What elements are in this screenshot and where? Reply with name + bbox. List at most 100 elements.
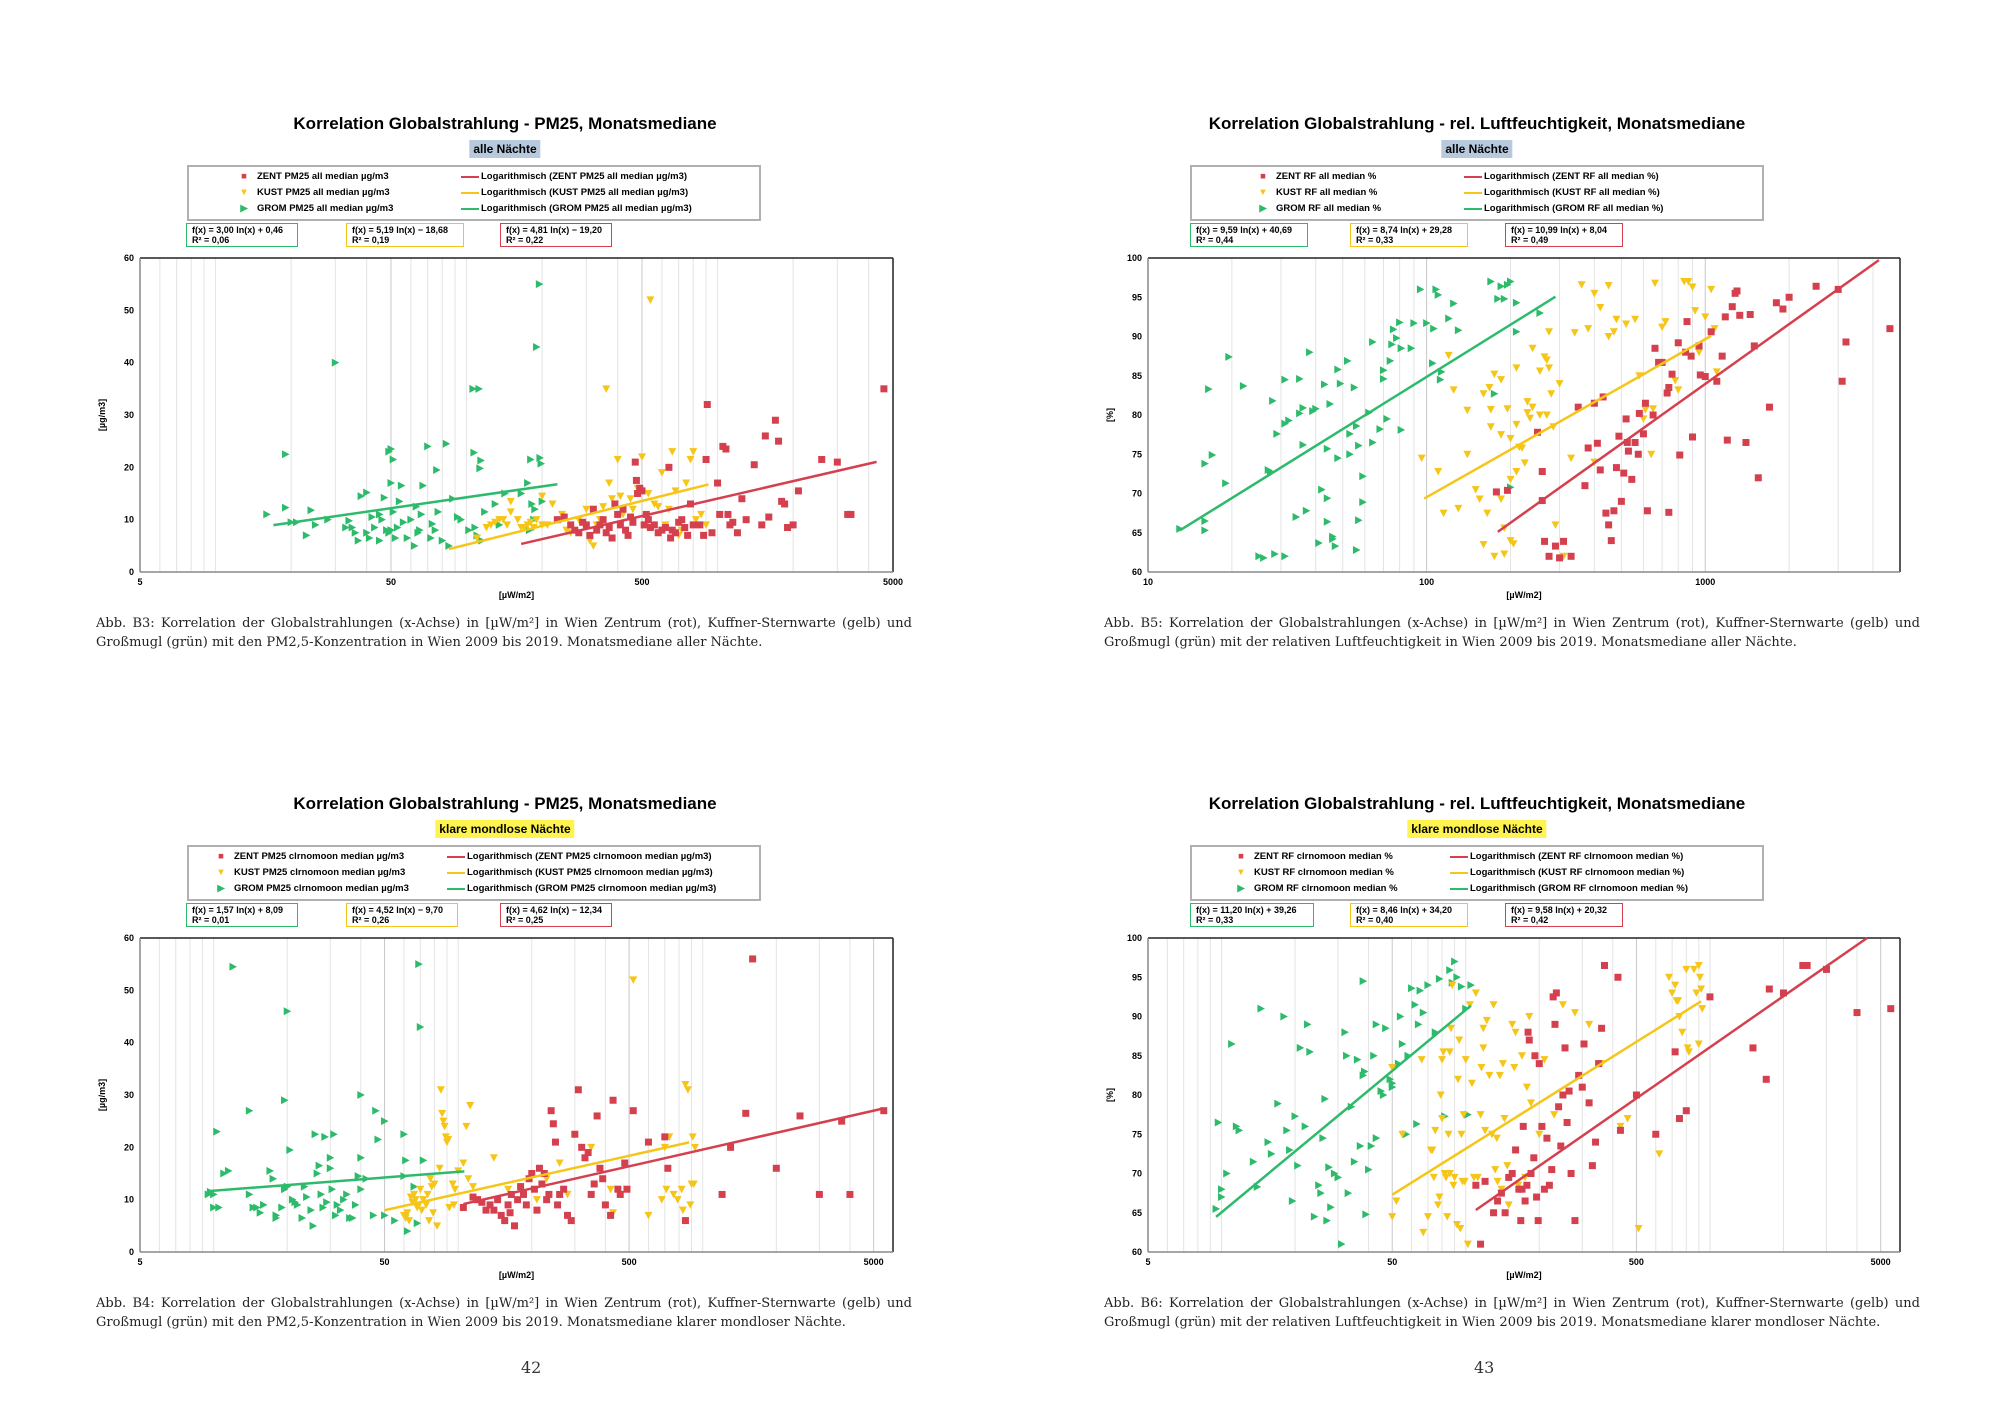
data-point-square xyxy=(1655,358,1663,366)
data-point-triangle-down xyxy=(542,1175,551,1183)
chart-title: Korrelation Globalstrahlung - rel. Luftf… xyxy=(1208,794,1746,813)
data-point-square xyxy=(1641,399,1649,407)
chart-legend: ■ ZENT PM25 all median µg/m3 ▼ KUST PM25 a… xyxy=(187,165,761,221)
equation-box-zent: f(x) = 4,62 ln(x) − 12,34 R² = 0,25 xyxy=(500,903,612,927)
data-point-triangle-down xyxy=(433,1222,442,1230)
data-point-triangle-down xyxy=(678,1206,687,1215)
legend-item-zent: ■ ZENT PM25 all median µg/m3 xyxy=(237,171,389,182)
data-point-triangle-down xyxy=(1596,303,1605,312)
data-point-triangle-down xyxy=(1444,351,1453,360)
data-point-triangle-down xyxy=(1436,1091,1445,1099)
data-point-triangle-right xyxy=(1214,1118,1223,1127)
data-point-triangle-right xyxy=(313,1169,322,1178)
data-point-square xyxy=(1571,1217,1579,1225)
legend-label: GROM RF all median % xyxy=(1276,203,1382,214)
data-point-square xyxy=(1616,1126,1624,1134)
data-point-triangle-right xyxy=(1377,1087,1386,1096)
data-point-triangle-right xyxy=(1329,535,1337,544)
data-point-triangle-right xyxy=(399,518,408,527)
data-point-square xyxy=(1746,311,1754,319)
data-point-square xyxy=(702,455,710,463)
equation-text: f(x) = 5,19 ln(x) − 18,68 xyxy=(352,225,449,235)
data-point-square xyxy=(794,487,802,495)
data-point-triangle-down xyxy=(416,1185,425,1194)
data-point-triangle-right xyxy=(1205,385,1213,394)
data-point-square xyxy=(1742,438,1750,446)
data-point-square xyxy=(658,526,666,534)
data-point-triangle-right xyxy=(363,488,371,497)
data-point-triangle-down xyxy=(1526,414,1535,423)
data-point-square xyxy=(624,531,632,539)
data-point-triangle-down xyxy=(1631,315,1640,324)
data-point-triangle-right xyxy=(469,384,477,393)
data-point-triangle-right xyxy=(419,481,427,490)
data-point-square xyxy=(1754,474,1762,482)
data-point-square xyxy=(553,516,561,524)
data-point-triangle-right xyxy=(357,1091,365,1099)
data-point-square xyxy=(1584,444,1592,452)
data-point-triangle-right xyxy=(1396,1012,1405,1021)
triangle-right-marker-icon: ▶ xyxy=(1259,203,1267,214)
data-point-square xyxy=(1534,428,1542,436)
data-point-triangle-right xyxy=(1218,1193,1226,1202)
data-point-triangle-down xyxy=(1434,468,1443,476)
trendline-icon xyxy=(1450,887,1468,890)
legend-item-kust: ▼ KUST PM25 clrnomoon median µg/m3 xyxy=(214,867,405,878)
data-point-triangle-right xyxy=(527,455,535,464)
data-point-square xyxy=(1490,1209,1498,1217)
data-point-triangle-down xyxy=(608,495,617,503)
data-point-triangle-down xyxy=(562,526,571,535)
y-tick-label: 95 xyxy=(1132,292,1142,302)
legend-label: Logarithmisch (KUST PM25 clrnomoon media… xyxy=(467,867,713,878)
data-point-triangle-right xyxy=(1296,409,1304,418)
legend-trend-grom: Logarithmisch (GROM PM25 all median µg/m… xyxy=(461,203,692,214)
data-point-triangle-right xyxy=(345,516,353,525)
data-point-triangle-down xyxy=(1463,450,1472,459)
data-point-triangle-down xyxy=(1528,344,1537,353)
data-point-triangle-down xyxy=(1514,1181,1523,1190)
equation-box-zent: f(x) = 9,58 ln(x) + 20,32 R² = 0,42 xyxy=(1505,903,1623,927)
data-point-triangle-down xyxy=(702,521,711,529)
data-point-triangle-right xyxy=(1223,1169,1231,1178)
data-point-triangle-down xyxy=(440,1122,449,1131)
data-point-triangle-down xyxy=(689,448,698,456)
legend-item-grom: ▶ GROM RF clrnomoon median % xyxy=(1234,883,1397,894)
data-point-square xyxy=(632,476,640,484)
data-point-triangle-right xyxy=(1512,327,1521,336)
data-point-triangle-down xyxy=(697,510,706,519)
data-point-triangle-right xyxy=(307,506,315,515)
data-point-triangle-right xyxy=(470,448,478,457)
trendline-icon xyxy=(461,207,479,210)
data-point-triangle-right xyxy=(1379,1091,1388,1099)
data-point-triangle-down xyxy=(462,1122,471,1131)
data-point-triangle-right xyxy=(309,1221,318,1230)
data-point-triangle-down xyxy=(1604,281,1613,290)
data-point-square xyxy=(543,1196,551,1204)
x-tick-label: 5000 xyxy=(864,1257,884,1267)
data-point-square xyxy=(654,529,662,537)
data-point-square xyxy=(672,529,680,537)
data-point-triangle-down xyxy=(1694,1040,1703,1048)
data-point-triangle-down xyxy=(1674,386,1683,394)
data-point-square xyxy=(1501,1209,1509,1217)
data-point-triangle-right xyxy=(1312,404,1320,413)
x-axis-label: [µW/m2] xyxy=(1506,590,1541,600)
data-point-square xyxy=(578,1143,586,1151)
data-point-triangle-right xyxy=(1218,1185,1226,1194)
data-point-triangle-right xyxy=(1327,1203,1335,1212)
data-point-triangle-down xyxy=(1431,1126,1440,1135)
page-number: 43 xyxy=(1474,1358,1495,1377)
data-point-triangle-right xyxy=(1370,1051,1378,1060)
data-point-triangle-down xyxy=(1443,1213,1452,1221)
gridlines xyxy=(1147,938,1901,1252)
data-point-triangle-down xyxy=(1504,1201,1513,1209)
data-point-triangle-down xyxy=(532,1196,541,1204)
data-point-square xyxy=(1503,486,1511,494)
data-point-triangle-right xyxy=(1372,1134,1381,1143)
equation-box-grom: f(x) = 11,20 ln(x) + 39,26 R² = 0,33 xyxy=(1190,903,1314,927)
data-point-square xyxy=(554,1201,562,1209)
data-point-triangle-down xyxy=(681,1081,690,1089)
data-point-square xyxy=(708,529,716,537)
data-point-triangle-down xyxy=(538,492,547,501)
data-point-triangle-down xyxy=(668,448,677,456)
